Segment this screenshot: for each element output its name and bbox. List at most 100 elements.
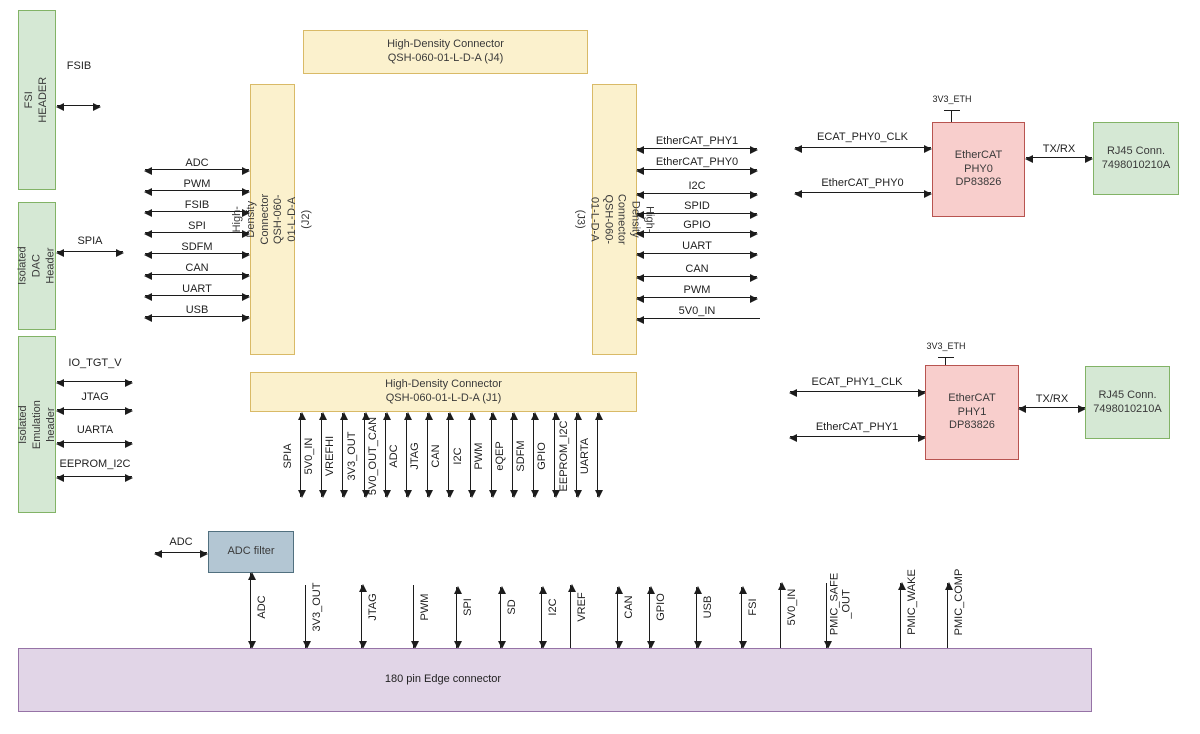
edge-signal-arrow [646,586,655,649]
emu-signal-arrow [56,439,133,448]
edge-signal-arrow [358,584,367,649]
phy0-power-rail-label: 3V3_ETH [932,94,972,104]
edge-connector-box [18,648,1092,712]
j1-signal-arrow [594,412,603,498]
fsi-header-label: FSI HEADER [23,77,49,123]
fsib-signal-arrow [56,102,101,111]
j1-signal-arrow [467,412,476,498]
phy1-txrx-arrow [1018,404,1086,413]
phy1-rj45-label: RJ45 Conn. 7498010210A [1093,388,1162,415]
phy0-clk-arrow [794,144,932,153]
j2-signal-arrow [144,292,250,301]
j3-signal-arrow [636,145,758,154]
j1-signal-arrow [445,412,454,498]
j2-signal-label: CAN [185,262,209,274]
emu-signal-label: IO_TGT_V [68,357,122,369]
edge-signal-arrow [693,586,702,649]
j3-signal-label: EtherCAT_PHY1 [655,135,739,147]
connector-j1-box: High-Density Connector QSH-060-01-L-D-A … [250,372,637,412]
adc-filter-input-label: ADC [169,536,193,548]
edge-signal-arrow [302,585,311,649]
j1-signal-label: eQEP [494,441,507,471]
adc-filter-label: ADC filter [227,545,275,558]
j3-signal-arrow [636,315,760,324]
isolated-dac-header-box: Isolated DAC Header [16,202,56,330]
edge-signal-label: PMIC_COMP [953,568,966,636]
j1-signal-arrow [509,412,518,498]
isolated-dac-header-label: Isolated DAC Header [16,246,56,286]
connector-j2-box: High-Density Connector QSH-060-01-L-D-A … [231,84,312,355]
edge-signal-arrow [497,586,506,649]
phy0-rj45-label: RJ45 Conn. 7498010210A [1101,144,1171,171]
j1-signal-label: 3V3_OUT [346,431,359,481]
emu-signal-label: UARTA [76,424,114,436]
fsi-header-box: FSI HEADER [18,10,56,190]
edge-signal-label: 5V0_IN [786,588,799,626]
j3-signal-label: PWM [683,284,711,296]
phy1-clk-arrow [789,388,926,397]
j3-signal-arrow [636,294,758,303]
j1-signal-label: UARTA [579,437,592,475]
edge-signal-label: SD [506,599,519,615]
j1-signal-label: SDFM [515,440,528,472]
phy1-data-label: EtherCAT_PHY1 [815,421,899,433]
phy0-txrx-arrow [1025,154,1093,163]
edge-signal-arrow [410,585,419,649]
j3-signal-arrow [636,210,758,219]
edge-signal-label: SPI [462,598,475,616]
connector-j4-label: High-Density Connector QSH-060-01-L-D-A … [387,38,504,64]
phy1-chip-box: EtherCAT PHY1 DP83826 [925,365,1019,460]
j3-signal-label: GPIO [683,219,711,231]
phy0-chip-label: EtherCAT PHY0 DP83826 [954,148,1003,189]
j1-signal-arrow [297,412,306,498]
phy1-txrx-label: TX/RX [1035,393,1069,405]
j2-signal-label: UART [182,283,212,295]
j3-signal-arrow [636,250,758,259]
edge-signal-label: PMIC_WAKE [906,569,919,635]
adc-filter-box: ADC filter [208,531,294,573]
edge-signal-arrow [738,586,747,649]
j2-signal-label: ADC [185,157,209,169]
phy1-rj45-box: RJ45 Conn. 7498010210A [1085,366,1170,439]
j3-signal-arrow [636,229,758,238]
phy0-rj45-box: RJ45 Conn. 7498010210A [1093,122,1179,195]
j1-signal-label: ADC [388,444,401,468]
j3-signal-label: I2C [688,180,706,192]
edge-signal-arrow [247,572,256,649]
edge-signal-label: GPIO [655,593,668,621]
emu-signal-arrow [56,378,133,387]
edge-signal-label: PWM [419,593,432,621]
j1-signal-arrow [403,412,412,498]
j1-signal-arrow [551,412,560,498]
j1-signal-label: JTAG [409,442,422,470]
j2-signal-arrow [144,313,250,322]
j3-signal-label: EtherCAT_PHY0 [655,156,739,168]
phy1-clk-label: ECAT_PHY1_CLK [811,376,903,388]
j2-signal-arrow [144,187,250,196]
j1-signal-arrow [318,412,327,498]
j1-signal-arrow [424,412,433,498]
phy0-data-arrow [794,189,932,198]
edge-signal-arrow [897,582,906,648]
connector-j1-label: High-Density Connector QSH-060-01-L-D-A … [385,378,502,404]
j3-signal-arrow [636,166,758,175]
edge-signal-label: VREF [576,592,589,622]
j3-signal-label: CAN [685,263,709,275]
phy1-power-symbol [938,357,954,358]
j1-signal-label: GPIO [536,442,549,470]
phy1-data-arrow [789,433,926,442]
isolated-emulation-header-label: Isolated Emulation header [16,400,56,449]
j2-signal-label: SPI [188,220,206,232]
j2-signal-label: SDFM [181,241,213,253]
j3-signal-label: SPID [684,200,710,212]
spia-signal-label: SPIA [77,235,103,247]
j1-signal-arrow [361,412,370,498]
j2-signal-label: USB [185,304,209,316]
j2-signal-arrow [144,250,250,259]
isolated-emulation-header-box: Isolated Emulation header [16,336,56,513]
j1-signal-label: I2C [452,447,465,465]
phy0-power-symbol [944,110,960,111]
j1-signal-label: VREFHI [324,435,337,477]
connector-j4-box: High-Density Connector QSH-060-01-L-D-A … [303,30,588,74]
